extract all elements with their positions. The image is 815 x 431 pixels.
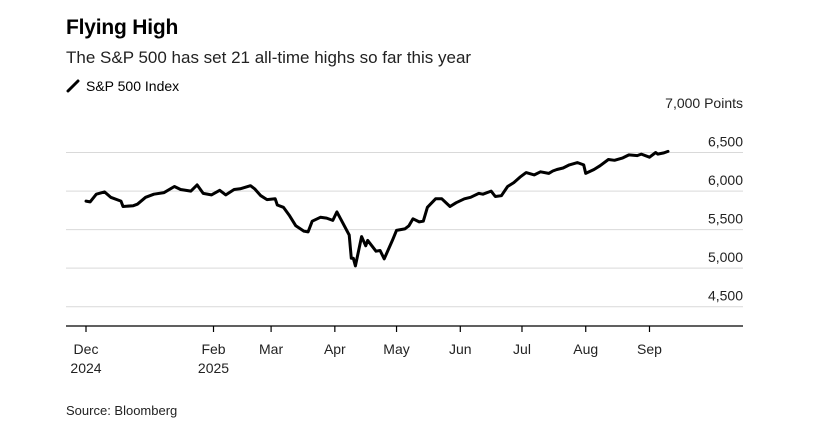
y-tick-label: 6,000 <box>708 172 743 188</box>
x-tick-label: Jun <box>449 341 472 357</box>
x-tick-label: May <box>383 341 409 357</box>
y-tick-label: 4,500 <box>708 288 743 304</box>
legend-line-icon <box>66 79 80 93</box>
x-axis: Dec 2024 Feb 2025 Mar Apr May Jun Jul Aug Sep <box>66 325 743 376</box>
y-tick-label: 6,500 <box>708 134 743 150</box>
x-tick-label: Aug <box>573 341 598 357</box>
x-tick-label: Dec <box>74 341 99 357</box>
y-tick-label: 7,000 Points <box>665 95 743 111</box>
x-tick-label: Sep <box>637 341 662 357</box>
y-axis-labels: 4,500 5,000 5,500 6,000 6,500 7,000 Points <box>665 95 743 304</box>
x-tick-label: Mar <box>259 341 283 357</box>
y-tick-label: 5,500 <box>708 211 743 227</box>
x-tick-label: Feb <box>201 341 225 357</box>
x-tick-sublabel: 2025 <box>198 360 229 376</box>
source-note: Source: Bloomberg <box>66 403 178 418</box>
series-layer <box>84 149 670 268</box>
legend-label: S&P 500 Index <box>86 78 180 94</box>
series-line-sp500 <box>84 149 670 268</box>
chart-title: Flying High <box>66 16 179 39</box>
y-tick-label: 5,000 <box>708 249 743 265</box>
x-tick-sublabel: 2024 <box>70 360 101 376</box>
x-tick-label: Apr <box>324 341 346 357</box>
chart-legend: S&P 500 Index <box>66 78 179 94</box>
x-tick-label: Jul <box>513 341 531 357</box>
chart-subtitle: The S&P 500 has set 21 all-time highs so… <box>66 48 472 67</box>
